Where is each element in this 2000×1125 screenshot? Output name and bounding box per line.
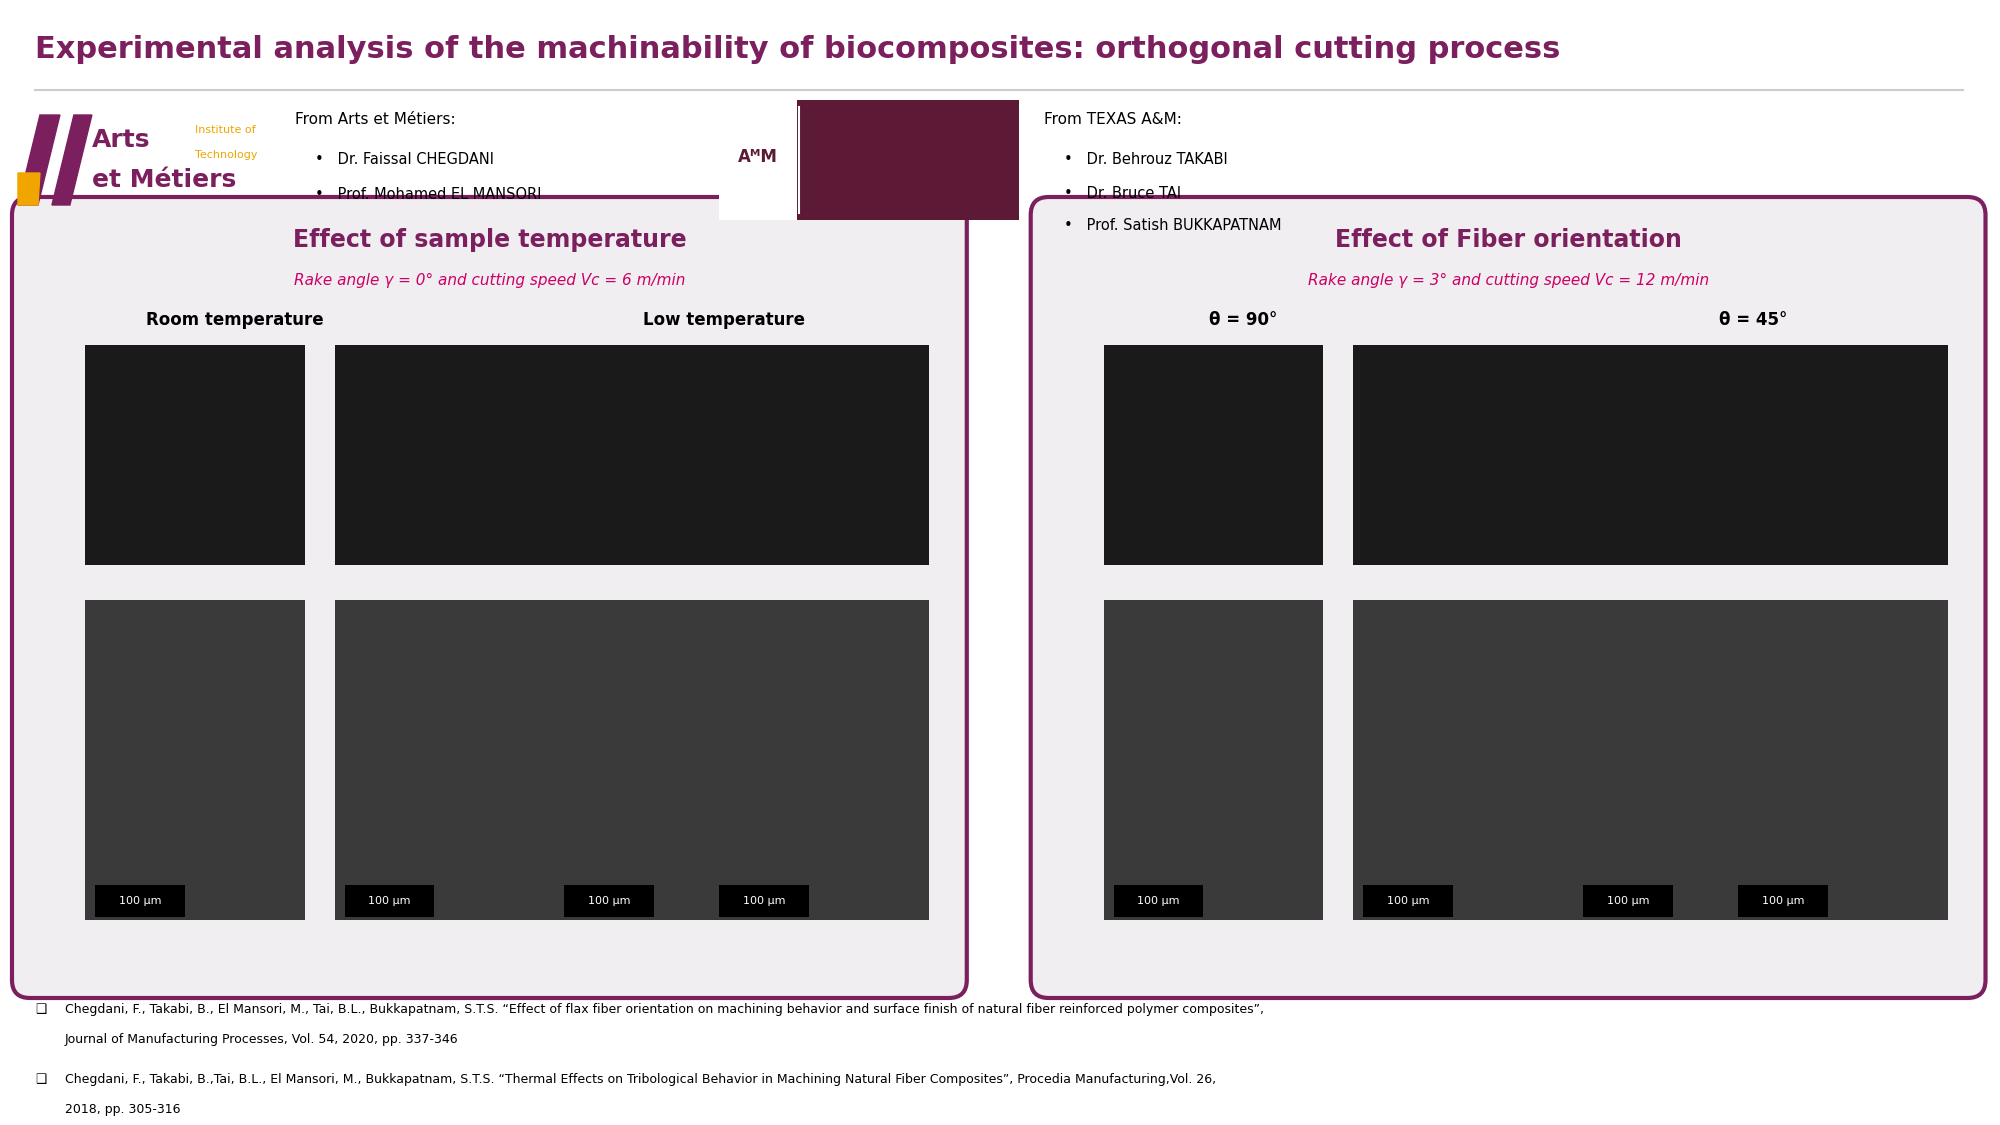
FancyBboxPatch shape bbox=[554, 345, 774, 565]
FancyBboxPatch shape bbox=[1728, 345, 1948, 565]
Text: Arts: Arts bbox=[92, 128, 150, 152]
Text: Effect of sample temperature: Effect of sample temperature bbox=[292, 228, 686, 252]
FancyBboxPatch shape bbox=[720, 100, 1018, 220]
FancyBboxPatch shape bbox=[1354, 345, 1574, 565]
Text: TEXAS A&M: TEXAS A&M bbox=[824, 134, 944, 152]
Text: •   Dr. Bruce TAI: • Dr. Bruce TAI bbox=[1064, 186, 1180, 200]
FancyBboxPatch shape bbox=[1104, 345, 1324, 565]
FancyBboxPatch shape bbox=[1354, 600, 1574, 920]
FancyBboxPatch shape bbox=[12, 197, 966, 998]
FancyBboxPatch shape bbox=[94, 885, 184, 917]
Text: 100 μm: 100 μm bbox=[1762, 896, 1804, 906]
Text: et Métiers: et Métiers bbox=[92, 168, 236, 192]
Text: Technology: Technology bbox=[194, 150, 258, 160]
Text: Experimental analysis of the machinability of biocomposites: orthogonal cutting : Experimental analysis of the machinabili… bbox=[34, 36, 1560, 64]
FancyBboxPatch shape bbox=[1364, 885, 1454, 917]
Text: Rake angle γ = 3° and cutting speed Vc = 12 m/min: Rake angle γ = 3° and cutting speed Vc =… bbox=[1308, 272, 1708, 288]
Text: 2018, pp. 305-316: 2018, pp. 305-316 bbox=[64, 1102, 180, 1116]
Polygon shape bbox=[18, 115, 60, 205]
Text: 100 μm: 100 μm bbox=[368, 896, 410, 906]
FancyBboxPatch shape bbox=[1030, 197, 1986, 998]
FancyBboxPatch shape bbox=[554, 600, 774, 920]
Text: Effect of Fiber orientation: Effect of Fiber orientation bbox=[1334, 228, 1682, 252]
Text: •   Dr. Behrouz TAKABI: • Dr. Behrouz TAKABI bbox=[1064, 153, 1228, 168]
Text: ❑: ❑ bbox=[34, 1004, 46, 1016]
Polygon shape bbox=[52, 115, 92, 205]
FancyBboxPatch shape bbox=[334, 345, 554, 565]
Text: Institute of: Institute of bbox=[194, 125, 256, 135]
Text: 100 μm: 100 μm bbox=[118, 896, 162, 906]
FancyBboxPatch shape bbox=[710, 345, 928, 565]
Text: Chegdani, F., Takabi, B., El Mansori, M., Tai, B.L., Bukkapatnam, S.T.S. “Effect: Chegdani, F., Takabi, B., El Mansori, M.… bbox=[64, 1004, 1264, 1016]
Text: 100 μm: 100 μm bbox=[1386, 896, 1430, 906]
Polygon shape bbox=[18, 173, 40, 205]
Text: UNIVERSITY: UNIVERSITY bbox=[842, 180, 926, 193]
Text: AᴹM: AᴹM bbox=[738, 148, 778, 166]
Text: ❑: ❑ bbox=[34, 1073, 46, 1086]
FancyBboxPatch shape bbox=[710, 600, 928, 920]
FancyBboxPatch shape bbox=[1114, 885, 1204, 917]
FancyBboxPatch shape bbox=[84, 345, 304, 565]
Text: •   Prof. Mohamed EL MANSORI: • Prof. Mohamed EL MANSORI bbox=[314, 188, 542, 202]
Text: From Arts et Métiers:: From Arts et Métiers: bbox=[294, 112, 456, 127]
FancyBboxPatch shape bbox=[720, 885, 808, 917]
Text: 100 μm: 100 μm bbox=[1606, 896, 1650, 906]
Text: θ = 45°: θ = 45° bbox=[1718, 310, 1786, 328]
Text: θ = 90°: θ = 90° bbox=[1210, 310, 1278, 328]
Text: 100 μm: 100 μm bbox=[742, 896, 786, 906]
Text: 100 μm: 100 μm bbox=[1138, 896, 1180, 906]
Text: Journal of Manufacturing Processes, Vol. 54, 2020, pp. 337-346: Journal of Manufacturing Processes, Vol.… bbox=[64, 1033, 458, 1046]
Text: Rake angle γ = 0° and cutting speed Vc = 6 m/min: Rake angle γ = 0° and cutting speed Vc =… bbox=[294, 272, 686, 288]
FancyBboxPatch shape bbox=[1584, 885, 1672, 917]
FancyBboxPatch shape bbox=[344, 885, 434, 917]
FancyBboxPatch shape bbox=[564, 885, 654, 917]
FancyBboxPatch shape bbox=[84, 600, 304, 920]
FancyBboxPatch shape bbox=[1738, 885, 1828, 917]
FancyBboxPatch shape bbox=[1574, 600, 1792, 920]
FancyBboxPatch shape bbox=[1574, 345, 1792, 565]
Text: Low temperature: Low temperature bbox=[644, 310, 806, 328]
FancyBboxPatch shape bbox=[1728, 600, 1948, 920]
Text: •   Dr. Faissal CHEGDANI: • Dr. Faissal CHEGDANI bbox=[314, 153, 494, 168]
Text: From TEXAS A&M:: From TEXAS A&M: bbox=[1044, 112, 1182, 127]
Text: 100 μm: 100 μm bbox=[588, 896, 630, 906]
FancyBboxPatch shape bbox=[720, 100, 798, 220]
Text: Room temperature: Room temperature bbox=[146, 310, 324, 328]
FancyBboxPatch shape bbox=[1104, 600, 1324, 920]
Text: •   Prof. Satish BUKKAPATNAM: • Prof. Satish BUKKAPATNAM bbox=[1064, 218, 1282, 234]
FancyBboxPatch shape bbox=[334, 600, 554, 920]
Text: Chegdani, F., Takabi, B.,Tai, B.L., El Mansori, M., Bukkapatnam, S.T.S. “Thermal: Chegdani, F., Takabi, B.,Tai, B.L., El M… bbox=[64, 1073, 1216, 1086]
